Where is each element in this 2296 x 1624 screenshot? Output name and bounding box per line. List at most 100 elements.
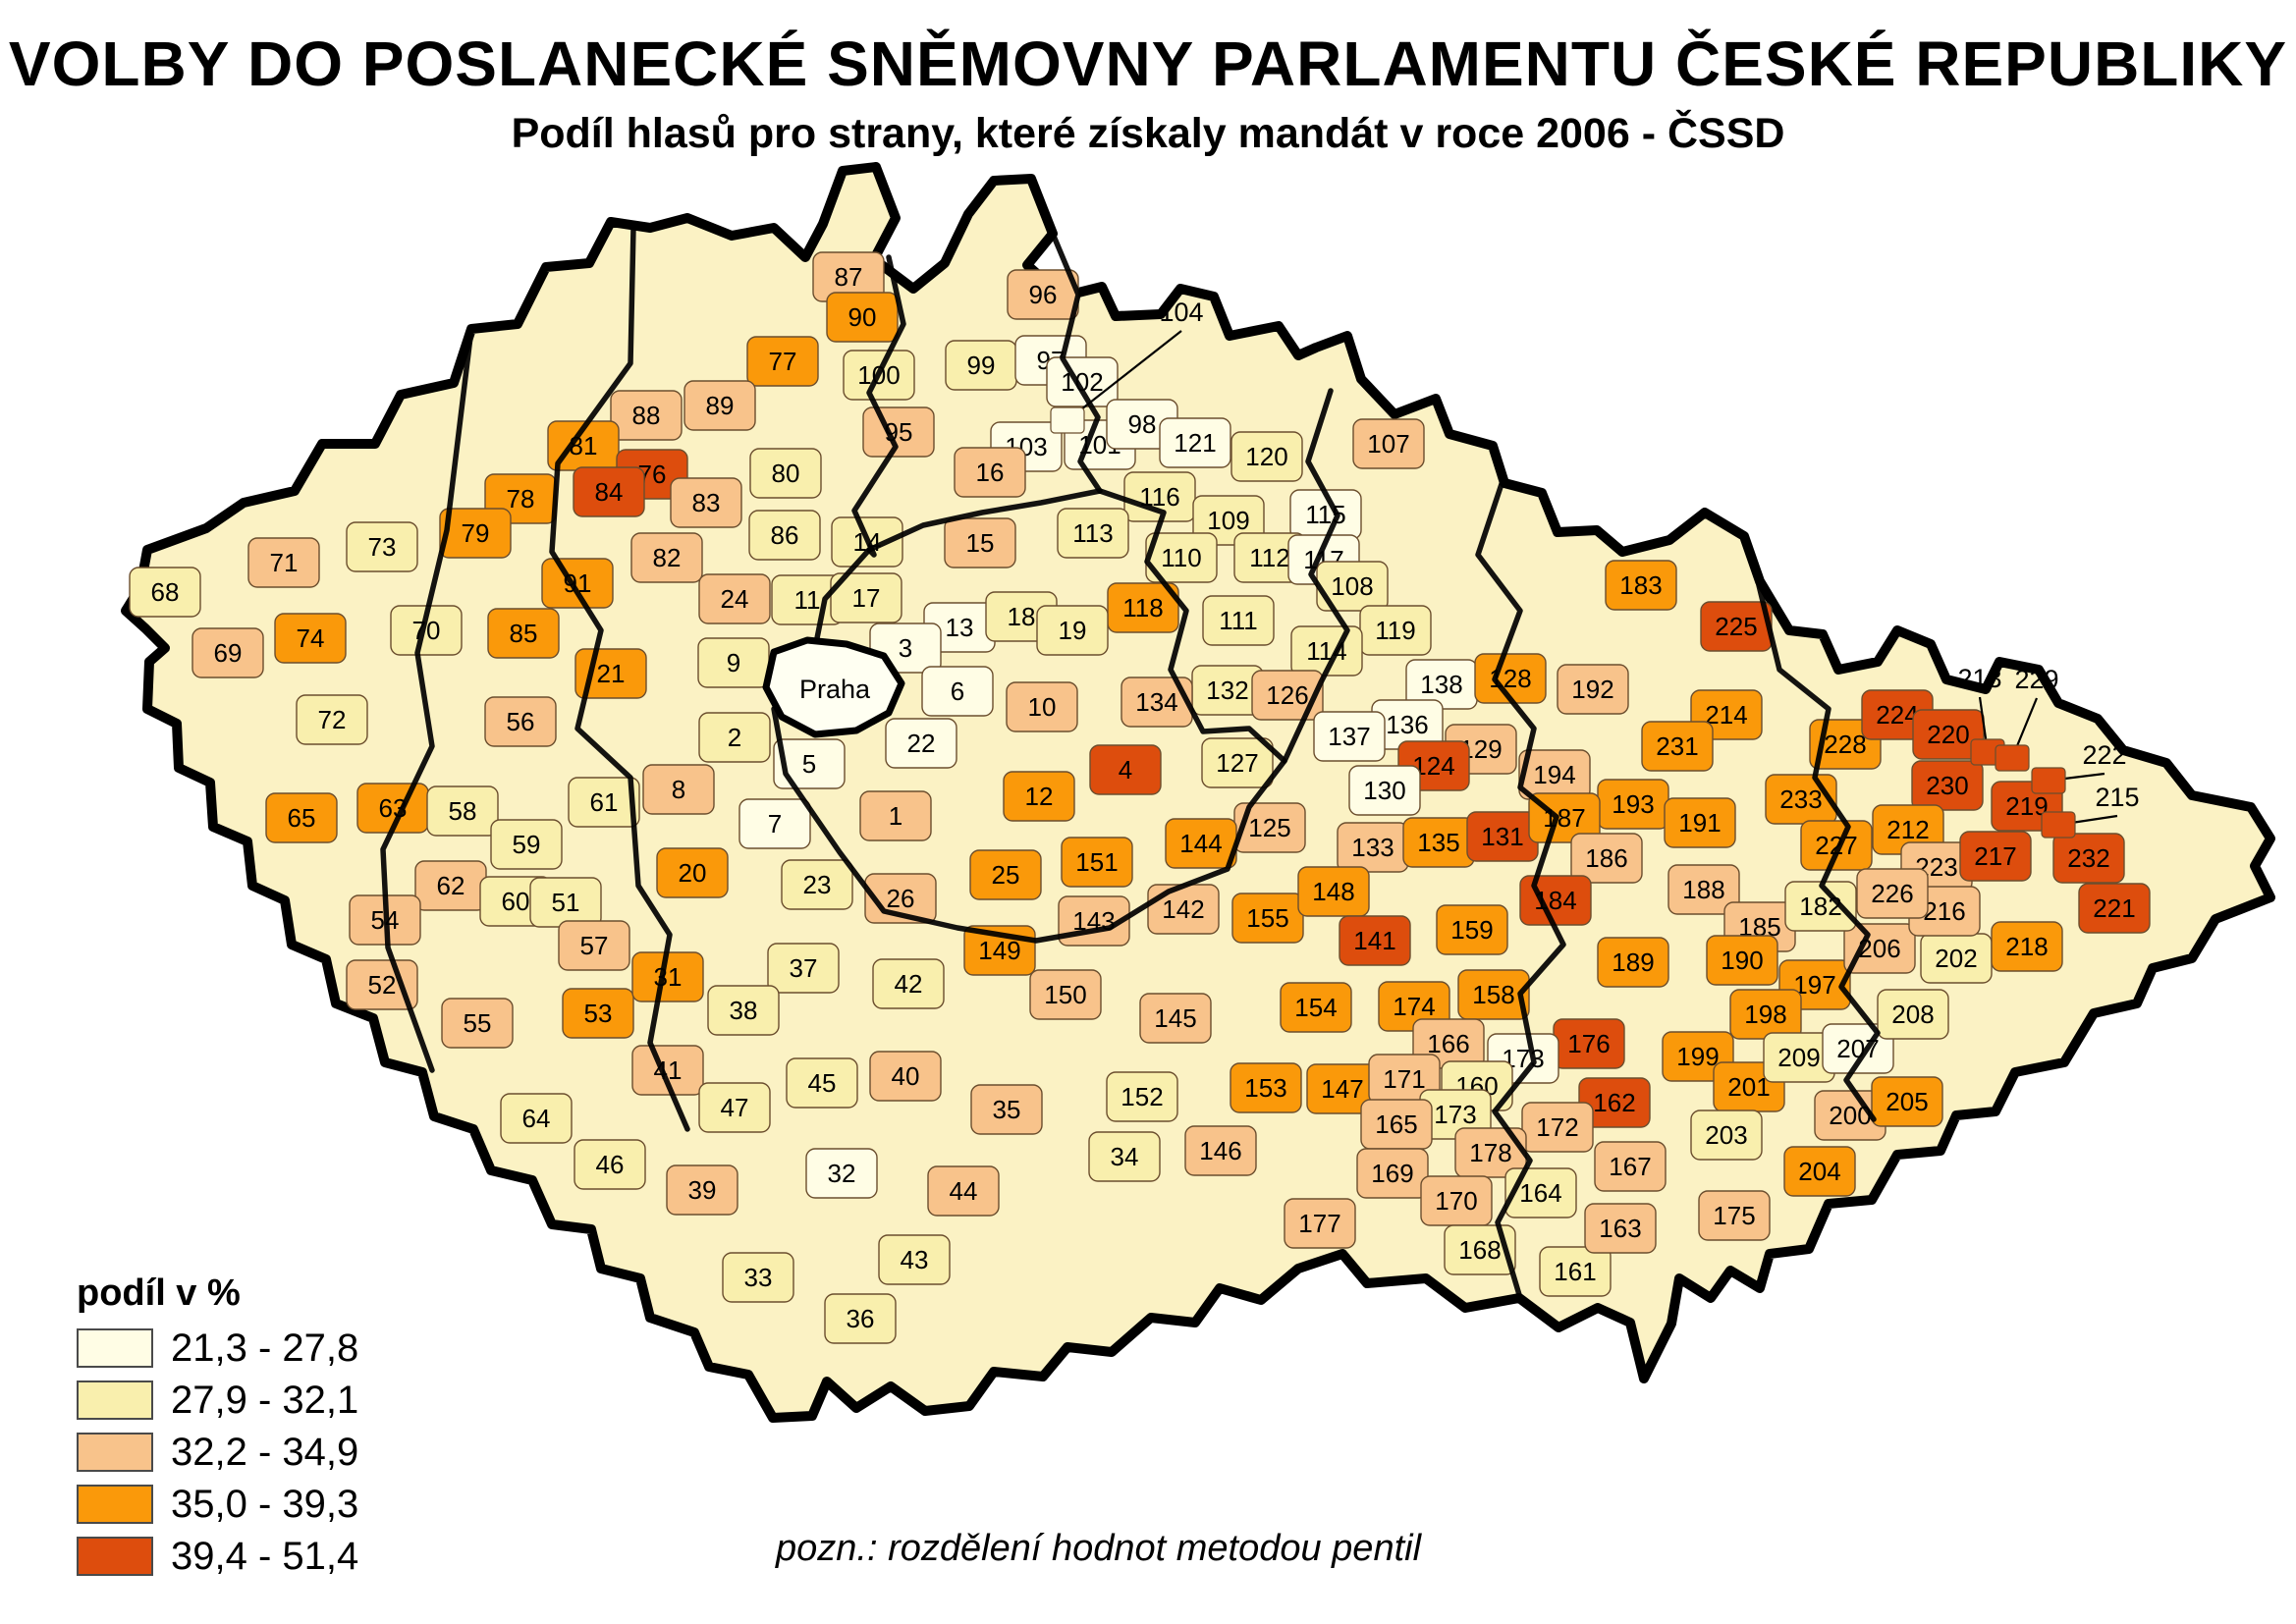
district-label: 73	[368, 532, 397, 562]
district-label: 199	[1676, 1042, 1719, 1071]
district-label: 218	[2005, 932, 2048, 961]
legend-swatch-class4	[77, 1485, 153, 1524]
district-label: 111	[1219, 606, 1258, 635]
district-label: 53	[584, 999, 613, 1028]
district-cell	[1061, 837, 1133, 888]
district-cell	[1667, 864, 1740, 915]
district-cell	[490, 819, 563, 870]
district-cell	[1106, 1071, 1178, 1122]
district-cell	[610, 390, 683, 441]
callout-label: 229	[2014, 665, 2058, 694]
district-cell	[274, 613, 347, 664]
district-cell	[1159, 417, 1231, 468]
district-label: 136	[1386, 710, 1428, 739]
district-label: 121	[1174, 428, 1216, 458]
district-label: 98	[1128, 409, 1157, 439]
district-label: 152	[1121, 1082, 1163, 1111]
district-label: 26	[887, 884, 915, 913]
district-label: 38	[730, 996, 758, 1025]
district-cell	[1348, 765, 1421, 816]
callout-district-cell	[2031, 767, 2066, 794]
district-cell	[1006, 681, 1078, 732]
district-label: 147	[1321, 1074, 1363, 1104]
district-cell	[1057, 508, 1129, 559]
district-cell	[656, 847, 729, 898]
district-label: 71	[270, 548, 299, 577]
district-label: 221	[2093, 893, 2135, 923]
district-label: 46	[596, 1150, 625, 1179]
legend-swatch-class5	[77, 1537, 153, 1576]
region-border	[380, 326, 474, 1073]
district-label: 169	[1371, 1159, 1413, 1188]
district-label: 194	[1533, 760, 1575, 789]
district-cell	[558, 920, 630, 971]
district-label: 110	[1161, 543, 1201, 572]
region-border	[549, 225, 690, 1132]
district-label: 150	[1044, 980, 1086, 1009]
district-label: 42	[895, 969, 923, 999]
district-cell	[1107, 582, 1179, 633]
district-label: 109	[1207, 506, 1249, 535]
district-label: 55	[464, 1008, 492, 1038]
district-label: 2	[728, 723, 741, 752]
district-cell	[1800, 820, 1873, 871]
district-cell	[1201, 737, 1274, 788]
district-label: 133	[1351, 833, 1394, 862]
district-label: 191	[1678, 808, 1721, 838]
district-label: 78	[507, 484, 535, 514]
callout-label: 215	[2095, 783, 2139, 812]
district-label: 127	[1216, 748, 1258, 778]
district-label: 89	[706, 391, 735, 420]
district-cell	[642, 764, 715, 815]
district-cell	[346, 521, 418, 572]
district-cell	[1783, 1146, 1856, 1197]
district-label: 40	[892, 1061, 920, 1091]
district-cell	[1706, 935, 1778, 986]
district-cell	[869, 1051, 942, 1102]
footnote: pozn.: rozdělení hodnot metodou pentil	[776, 1528, 1422, 1569]
district-label: 1	[889, 801, 902, 831]
district-cell	[1139, 993, 1212, 1044]
district-cell	[749, 448, 822, 499]
district-label: 188	[1682, 875, 1724, 904]
district-cell	[826, 292, 899, 343]
district-cell	[247, 537, 320, 588]
district-label: 68	[151, 577, 180, 607]
district-label: 65	[288, 803, 316, 833]
district-label: 119	[1375, 616, 1415, 645]
district-label: 16	[976, 458, 1005, 487]
region-border	[1755, 578, 1881, 1122]
district-label: 142	[1162, 894, 1204, 924]
district-label: 96	[1029, 280, 1058, 309]
district-label: 154	[1294, 993, 1337, 1022]
district-cell	[1121, 677, 1193, 728]
district-cell	[698, 712, 771, 763]
district-label: 52	[368, 970, 397, 1000]
district-label: 171	[1383, 1064, 1425, 1094]
district-label: 151	[1075, 847, 1118, 877]
legend-range-label: 27,9 - 32,1	[171, 1378, 359, 1422]
district-label: 153	[1244, 1073, 1286, 1103]
district-label: 187	[1543, 803, 1585, 833]
district-cell	[878, 1234, 951, 1285]
map-subtitle: Podíl hlasů pro strany, které získaly ma…	[511, 110, 1785, 157]
district-label: 118	[1122, 593, 1163, 623]
district-label: 15	[966, 528, 995, 558]
district-label: 202	[1935, 944, 1977, 973]
district-label: 204	[1798, 1157, 1840, 1186]
district-label: 168	[1458, 1235, 1501, 1265]
district-cell	[2052, 833, 2125, 884]
district-cell	[944, 517, 1016, 568]
legend-row: 35,0 - 39,3	[77, 1483, 358, 1526]
district-label: 44	[950, 1176, 978, 1206]
district-label: 13	[946, 613, 974, 642]
district-label: 90	[848, 302, 877, 332]
district-label: 178	[1469, 1138, 1511, 1167]
district-cell	[927, 1165, 1000, 1217]
district-cell	[265, 792, 338, 843]
legend-row: 39,4 - 51,4	[77, 1535, 358, 1578]
district-label: 216	[1923, 896, 1965, 926]
district-label: 45	[808, 1068, 837, 1098]
district-cell	[824, 1293, 897, 1344]
district-label: 177	[1298, 1209, 1340, 1238]
